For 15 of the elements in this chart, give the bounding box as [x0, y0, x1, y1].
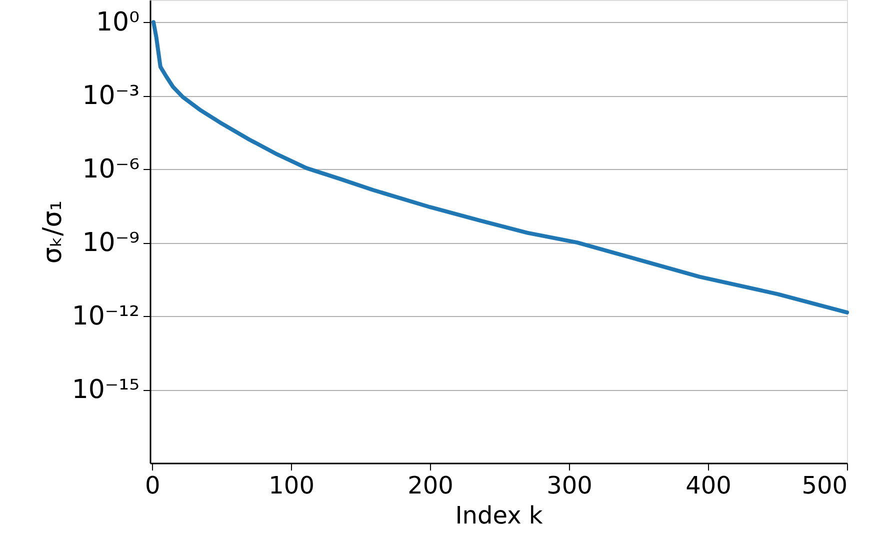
x-tick-label: 200	[408, 472, 454, 500]
y-tick-label: 10⁻⁹	[82, 228, 140, 258]
y-tick-label: 10⁻⁶	[82, 154, 140, 185]
y-tick-label: 10⁻¹²	[72, 302, 140, 332]
line-series	[151, 20, 849, 314]
x-tick-label: 100	[268, 472, 314, 500]
x-axis-title: Index k	[455, 502, 543, 530]
x-tick-label: 500	[802, 472, 848, 500]
y-axis-title: σₖ/σ₁	[38, 200, 68, 264]
x-tick-label: 400	[686, 472, 732, 500]
y-tick-label: 10⁻³	[82, 81, 140, 112]
x-tick-label: 0	[144, 472, 160, 500]
y-tick-label: 10⁻¹⁵	[72, 375, 140, 406]
y-tick-label: 10⁰	[96, 8, 140, 38]
x-tick-label: 300	[546, 472, 592, 500]
